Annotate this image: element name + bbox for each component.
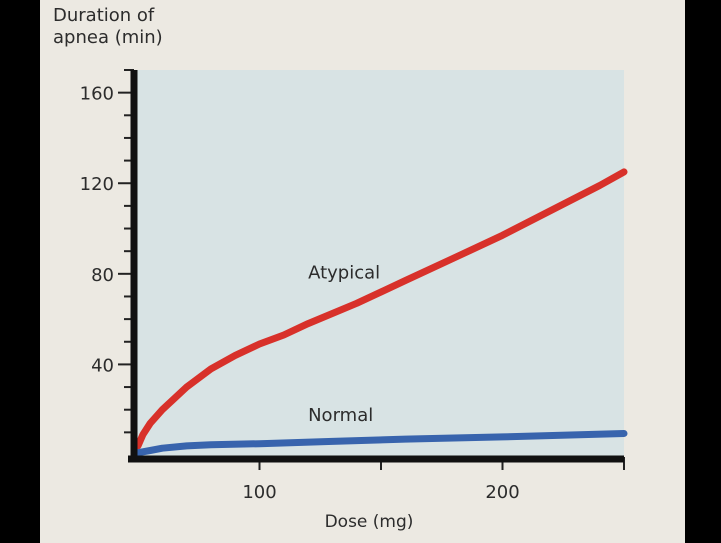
- series-line-normal: [134, 430, 628, 457]
- annotation-atypical: Atypical: [308, 262, 380, 283]
- x-axis-label: Dose (mg): [325, 512, 414, 532]
- series-line-atypical: [134, 168, 628, 450]
- plot-area-background: [132, 70, 624, 457]
- y-axis-label-line-1: Duration of: [53, 5, 155, 26]
- x-tick-label: 100: [242, 482, 276, 503]
- y-tick-label: 80: [91, 265, 114, 286]
- annotation-normal: Normal: [308, 405, 373, 426]
- y-tick-label: 40: [91, 355, 114, 376]
- chart: Duration of apnea (min) 40 80 120 160 100 20…: [53, 5, 628, 532]
- x-tick-label: 200: [485, 482, 519, 503]
- slide: Duration of apnea (min) 40 80 120 160 100 20…: [40, 0, 685, 543]
- y-axis-label-line-2: apnea (min): [53, 27, 163, 48]
- y-tick-label: 120: [80, 174, 114, 195]
- y-tick-label: 160: [80, 84, 114, 105]
